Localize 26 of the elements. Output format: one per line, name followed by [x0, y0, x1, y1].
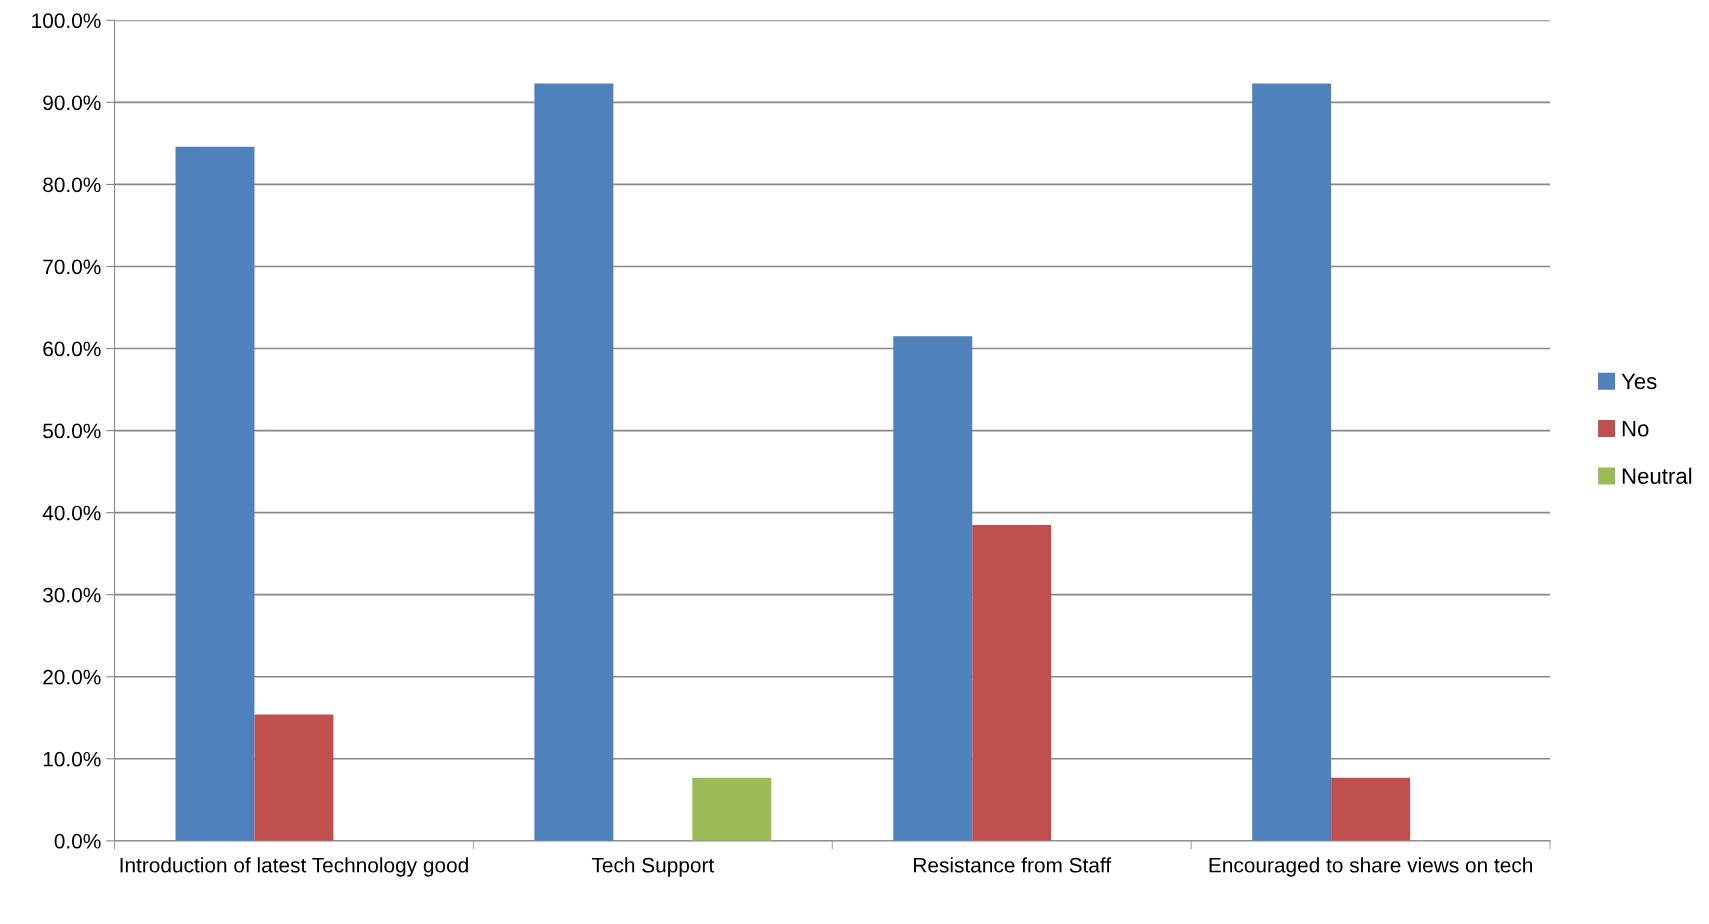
y-tick-label: 70.0%	[43, 259, 101, 275]
x-tick-label: Introduction of latest Technology good	[120, 857, 468, 877]
legend-label: Yes	[1621, 373, 1657, 390]
bar	[893, 336, 973, 841]
y-tick-label: 40.0%	[42, 505, 101, 521]
bar	[692, 777, 772, 841]
y-tick-label: 90.0%	[43, 95, 101, 111]
y-tick-label: 20.0%	[43, 669, 101, 685]
y-tick-label: 30.0%	[43, 587, 101, 603]
y-tick-label: 0.0%	[54, 833, 101, 849]
y-tick-label: 10.0%	[43, 751, 101, 767]
bar	[1252, 83, 1332, 841]
y-tick-label: 50.0%	[43, 423, 101, 439]
x-tick-label: Tech Support	[591, 857, 715, 877]
bar	[175, 146, 255, 841]
bar	[534, 83, 614, 841]
bar	[254, 714, 334, 841]
legend-label: No	[1622, 421, 1649, 437]
y-tick-label: 80.0%	[43, 177, 101, 193]
y-tick-label: 100.0%	[32, 13, 101, 29]
x-tick-label: Resistance from Staff	[914, 857, 1112, 873]
legend-label: Neutral	[1622, 467, 1692, 484]
y-tick-label: 60.0%	[43, 341, 101, 357]
bar	[1331, 777, 1411, 841]
x-tick-label: Encouraged to share views on tech	[1209, 857, 1532, 877]
bar	[972, 524, 1052, 841]
